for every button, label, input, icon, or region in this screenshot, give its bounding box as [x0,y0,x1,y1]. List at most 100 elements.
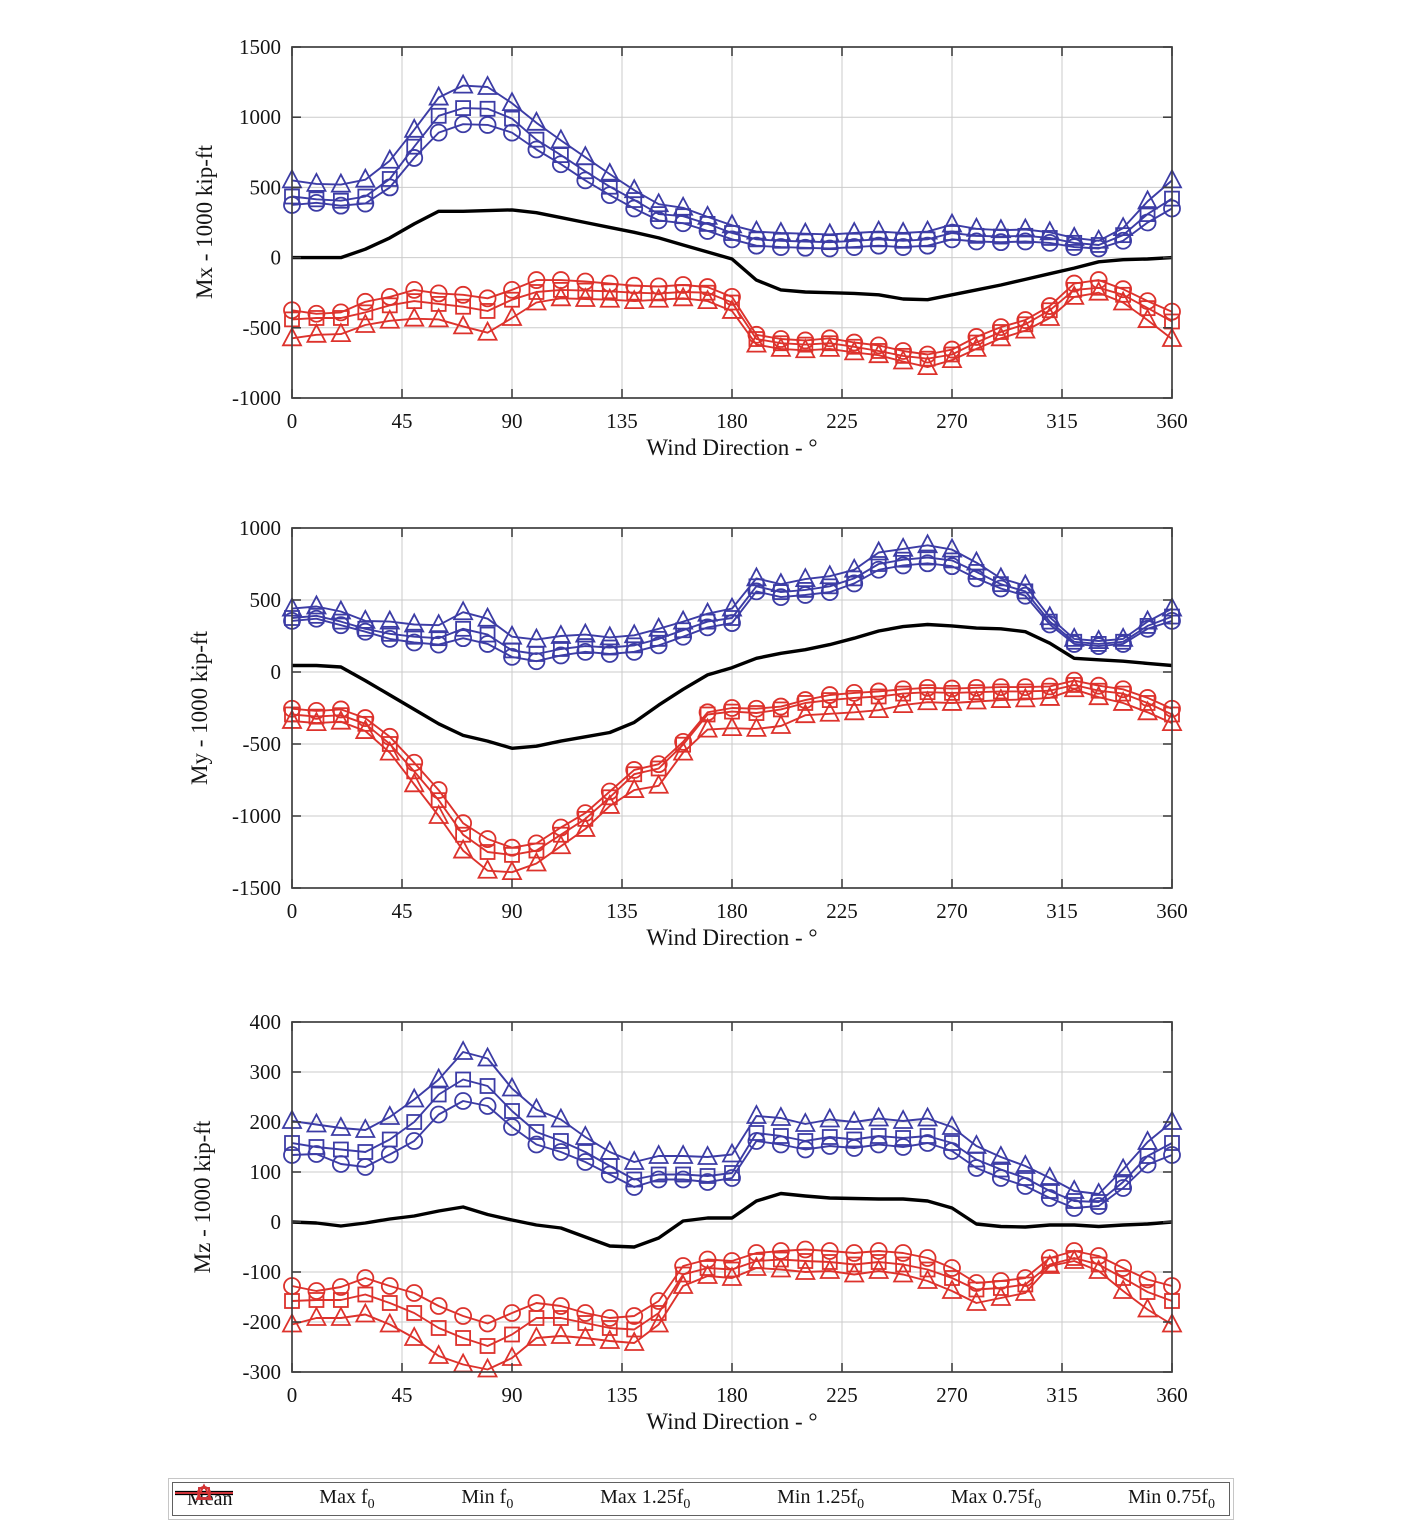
triangle-marker [697,717,719,738]
triangle-marker [1088,280,1110,301]
circle-marker [943,1259,961,1277]
mz-x-axis-label: Wind Direction - ° [646,1409,817,1434]
square-marker [944,1270,960,1286]
circle-marker [527,271,546,289]
triangle-marker [1112,691,1134,711]
circle-marker [380,1145,399,1164]
triangle-marker [672,1144,694,1164]
circle-marker [527,140,546,159]
square-marker [479,303,496,319]
y-tick-label: 300 [250,1060,282,1084]
series-line-max-f0 [291,556,1173,655]
triangle-marker [917,355,939,376]
mz-y-axis-label: Mz - 1000 kip-ft [190,1120,215,1273]
circle-marker [625,1178,644,1196]
x-tick-label: 135 [606,899,638,923]
triangle-marker [672,1274,694,1294]
square-marker [626,192,643,208]
triangle-marker [721,213,743,234]
my-plot-frame [291,527,1173,889]
triangle-marker [990,566,1012,587]
square-marker [552,281,569,298]
circle-marker [1114,231,1133,250]
circle-marker [894,238,913,256]
series-markers-min-0-75f0 [281,280,1183,376]
triangle-marker [379,1105,401,1125]
circle-marker [1114,1259,1133,1277]
triangle-marker [745,219,767,240]
circle-marker [625,642,644,661]
circle-marker [649,636,668,655]
triangle-marker [990,326,1012,347]
x-tick-label: 270 [936,409,968,433]
triangle-marker [599,1140,621,1160]
x-tick-label: 0 [287,1383,298,1407]
circle-marker [307,609,326,628]
circle-marker [429,635,448,654]
circle-marker [943,557,961,576]
square-marker [381,1295,398,1311]
circle-marker [625,199,644,218]
square-marker [504,1103,520,1119]
y-tick-label: 0 [271,246,282,270]
series-line-max-0-75f0 [291,544,1173,642]
triangle-marker [941,212,963,233]
triangle-marker [965,1291,987,1311]
triangle-marker [745,1256,767,1276]
square-marker [528,1124,545,1140]
triangle-marker [794,1260,816,1280]
circle-marker [1065,1199,1084,1217]
circle-marker [918,1249,937,1267]
chart-my: 0 45 90 135 180 225 270 315 360 -1500 -1000 -500 0 50… [187,516,1188,950]
circle-marker [796,238,815,257]
triangle-marker [892,349,914,370]
series-line-max-0-75f0 [291,84,1173,242]
circle-marker [918,236,937,255]
triangle-marker [965,1134,987,1154]
circle-marker [307,1282,326,1300]
triangle-marker [403,306,425,327]
triangle-marker [1014,1281,1036,1301]
triangle-marker [941,1279,963,1299]
legend-swatch-min-0-75f0 [175,1483,233,1500]
triangle-marker [379,740,401,761]
circle-marker [991,233,1010,252]
triangle-marker [354,608,376,629]
circle-marker [454,1307,473,1325]
triangle-marker [1039,1254,1061,1274]
square-marker [430,1320,447,1336]
circle-marker [380,629,399,648]
triangle-marker [745,716,767,737]
circle-marker [674,276,693,294]
square-marker [724,294,740,311]
square-marker [455,1330,472,1346]
triangle-marker [917,690,939,711]
circle-marker [478,635,497,653]
triangle-marker [697,1145,719,1165]
triangle-marker [525,1097,547,1118]
circle-marker [1114,1179,1133,1197]
square-marker [821,578,838,595]
circle-marker [1138,1155,1157,1174]
circle-marker [551,1143,570,1161]
triangle-marker [379,308,401,329]
circle-marker [503,1118,521,1136]
triangle-marker [501,91,523,112]
triangle-marker [452,838,474,859]
circle-marker [796,691,815,709]
square-marker [772,1128,789,1144]
circle-marker [845,574,864,593]
circle-marker [454,115,473,134]
circle-marker [894,556,913,575]
y-tick-label: -1000 [232,386,281,410]
triangle-marker [1112,626,1134,647]
circle-marker [820,1137,839,1155]
series-markers-max-1-25f0 [283,115,1181,258]
circle-marker [894,342,913,360]
circle-marker [1016,1269,1035,1287]
triangle-marker [1112,290,1134,311]
triangle-marker [672,195,694,216]
triangle-marker [648,616,670,637]
circle-marker [967,678,986,697]
square-marker [577,282,594,299]
